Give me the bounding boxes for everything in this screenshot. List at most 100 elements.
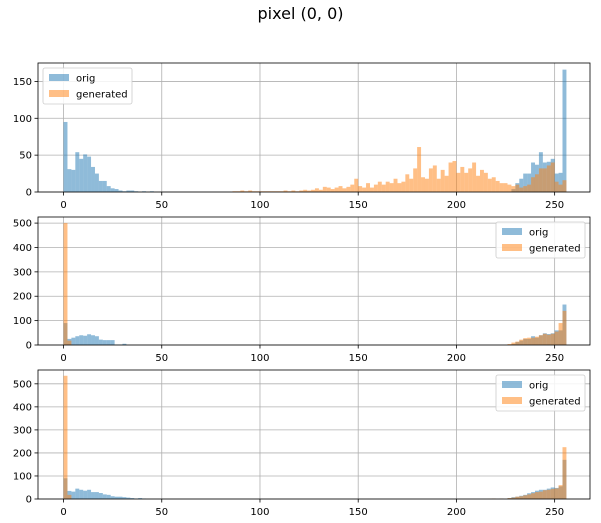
axes-frame <box>37 369 591 500</box>
generated-bar <box>401 181 406 192</box>
orig-bar <box>75 152 80 192</box>
orig-bar <box>106 340 111 345</box>
x-tick-label: 50 <box>155 507 168 518</box>
generated-bar <box>483 172 488 192</box>
generated-bar <box>444 175 449 192</box>
generated-bar <box>534 492 539 499</box>
orig-bar <box>102 340 107 345</box>
y-tick-label: 0 <box>26 341 32 352</box>
subplot-3: 0 50 100 150 200 250 0 100 200 300 400 500 orig gener… <box>13 369 591 518</box>
x-tick-label: 0 <box>60 200 66 211</box>
generated-bar <box>550 333 555 345</box>
orig-bar <box>83 154 88 192</box>
orig-bar <box>91 335 95 345</box>
generated-bar <box>554 488 559 499</box>
generated-bar <box>448 162 453 192</box>
generated-bar <box>554 331 559 345</box>
y-tick-label: 400 <box>13 243 32 254</box>
x-tick-label: 150 <box>349 200 368 211</box>
generated-bar <box>562 447 567 499</box>
orig-bar <box>91 492 95 499</box>
generated-bar <box>67 494 72 499</box>
orig-legend-label: orig <box>76 74 95 85</box>
subplot-1: 0 50 100 150 200 250 0 50 100 150 orig generated <box>13 62 591 211</box>
generated-bar <box>472 162 477 192</box>
generated-legend-label: generated <box>76 90 128 101</box>
generated-bar <box>519 496 524 499</box>
x-tick-label: 200 <box>447 353 466 364</box>
generated-bar <box>322 186 327 192</box>
generated-bar <box>350 184 355 192</box>
generated-bar <box>550 488 555 499</box>
orig-bar <box>71 491 76 499</box>
subplot-2: 0 50 100 150 200 250 0 100 200 300 400 500 orig gener… <box>13 216 591 364</box>
generated-bar <box>464 172 469 192</box>
x-tick-label: 150 <box>349 507 368 518</box>
orig-bar <box>114 189 119 192</box>
generated-bar <box>515 184 520 192</box>
generated-bar <box>542 168 547 192</box>
orig-bar <box>110 496 115 499</box>
generated-bar <box>413 168 418 192</box>
orig-bar <box>75 336 80 345</box>
orig-bar <box>102 494 107 499</box>
orig-bar <box>83 490 88 499</box>
orig-bar <box>79 335 84 345</box>
generated-bar <box>507 344 512 345</box>
orig-bar <box>527 173 532 192</box>
axes-frame <box>37 216 591 346</box>
x-tick-label: 250 <box>545 200 564 211</box>
generated-bar <box>342 188 347 192</box>
y-tick-label: 100 <box>13 114 32 125</box>
generated-bar <box>334 187 339 192</box>
legend: orig generated <box>495 374 586 412</box>
generated-bar <box>507 184 512 192</box>
orig-bar <box>122 343 127 345</box>
generated-bar <box>366 183 370 192</box>
generated-bar <box>397 183 402 192</box>
y-tick-label: 500 <box>13 219 32 230</box>
y-tick-label: 150 <box>13 77 32 88</box>
generated-bar <box>354 178 359 192</box>
generated-bar <box>283 190 288 192</box>
generated-bar <box>330 189 335 192</box>
orig-bar <box>126 497 131 499</box>
generated-bar <box>476 175 480 192</box>
generated-bar <box>527 494 532 499</box>
y-tick-label: 300 <box>13 425 32 436</box>
generated-bar <box>511 497 516 499</box>
orig-bar <box>118 190 123 192</box>
orig-bar <box>98 180 103 192</box>
generated-bar <box>558 323 563 345</box>
generated-bar <box>546 334 551 345</box>
generated-bar <box>405 174 410 192</box>
y-tick-label: 300 <box>13 267 32 278</box>
generated-bar <box>527 337 532 345</box>
x-tick-label: 250 <box>545 353 564 364</box>
generated-bar <box>63 223 68 345</box>
generated-bar <box>542 333 547 345</box>
generated-bar <box>523 338 528 345</box>
generated-bar <box>558 184 563 192</box>
generated-bar <box>424 178 429 192</box>
orig-bar <box>71 169 76 192</box>
generated-bar <box>550 162 555 192</box>
generated-bar <box>495 180 500 192</box>
generated-bar <box>303 189 308 192</box>
y-tick-label: 0 <box>26 188 32 199</box>
generated-bar <box>554 181 559 192</box>
generated-legend-label: generated <box>529 244 581 255</box>
generated-bar <box>248 190 253 192</box>
orig-bar <box>110 340 115 345</box>
axes-frame <box>37 62 591 193</box>
generated-bar <box>515 341 520 345</box>
orig-bar <box>75 488 80 499</box>
orig-bar <box>562 69 567 192</box>
x-tick-label: 50 <box>155 200 168 211</box>
generated-bar <box>452 161 457 192</box>
orig-legend-label: orig <box>529 381 548 392</box>
generated-bar <box>240 190 245 192</box>
x-tick-label: 0 <box>60 353 66 364</box>
generated-bar <box>385 181 390 192</box>
